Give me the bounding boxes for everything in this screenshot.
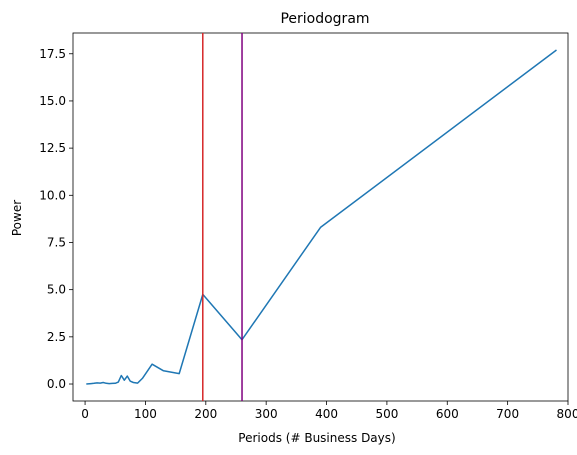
plot-area: 0 100 200 300 400 500 600 700 800 0.0 2.5 5.0 7.5 10.… [39,32,577,421]
x-tick-label: 0 [81,407,89,421]
axes-frame [72,32,569,402]
series-line [86,49,557,385]
y-tick-label: 17.5 [39,47,66,61]
x-tick-label: 500 [375,407,398,421]
x-tick-label: 400 [315,407,338,421]
y-tick-label: 12.5 [39,141,66,155]
y-tick-label: 15.0 [39,94,66,108]
x-tick-label: 200 [194,407,217,421]
chart-title: Periodogram [280,11,369,27]
y-tick-label: 2.5 [47,330,66,344]
x-tick-label: 600 [436,407,459,421]
x-tick-label: 100 [134,407,157,421]
y-axis-label: Power [10,200,24,236]
x-tick-label: 700 [496,407,519,421]
x-tick-label: 300 [255,407,278,421]
x-tick-label: 800 [557,407,577,421]
y-tick-label: 7.5 [47,235,66,249]
y-tick-label: 10.0 [39,188,66,202]
y-tick-label: 0.0 [47,377,66,391]
y-tick-label: 5.0 [47,283,66,297]
x-axis-label: Periods (# Business Days) [238,431,395,445]
